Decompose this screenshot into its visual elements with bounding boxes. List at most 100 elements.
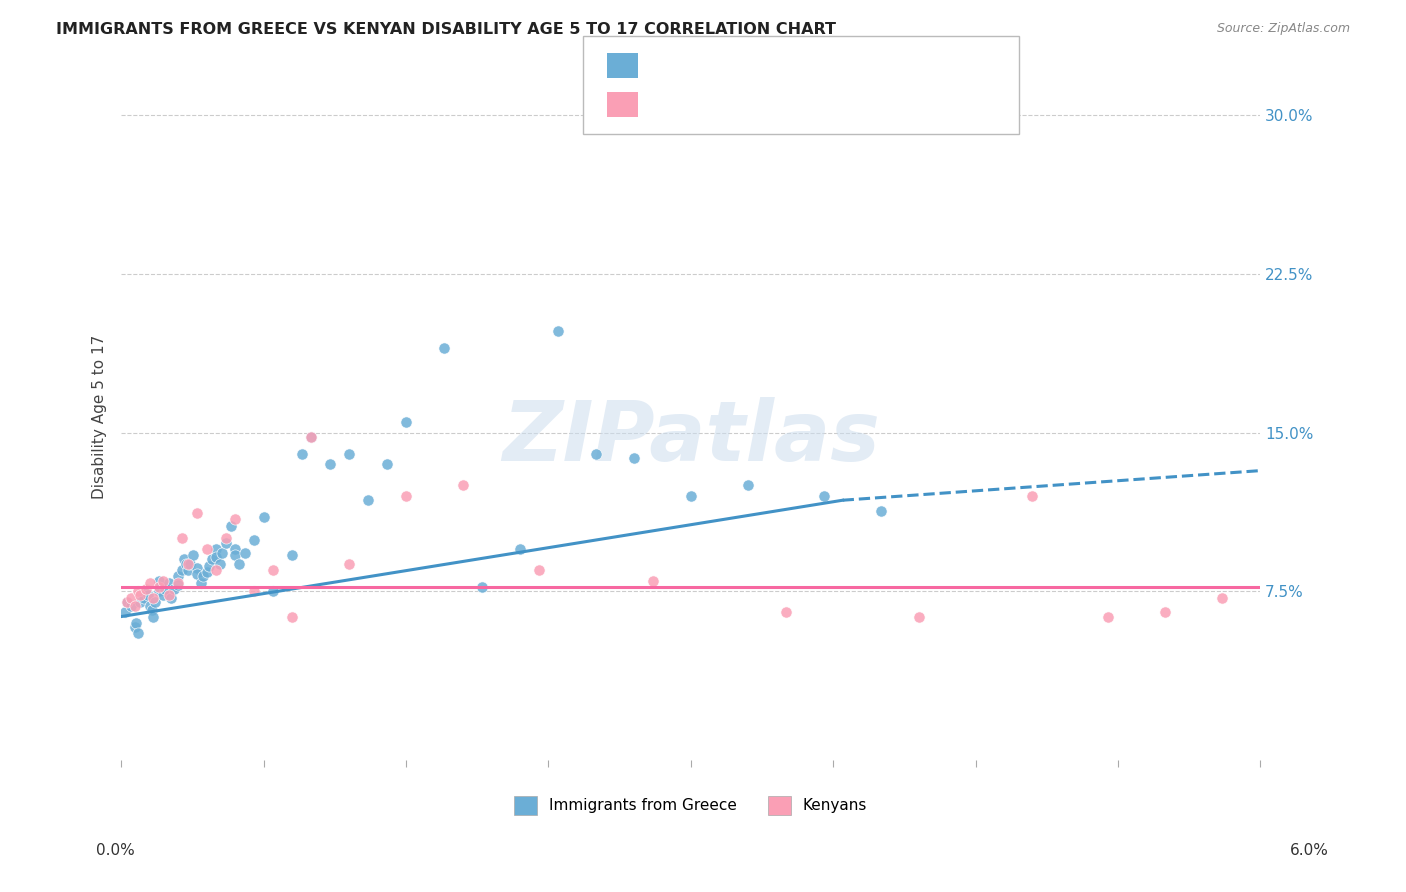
Point [170, 563, 193, 577]
Point [214, 531, 236, 545]
Text: R = 0.001   N = 34: R = 0.001 N = 34 [647, 95, 804, 113]
Text: IMMIGRANTS FROM GREECE VS KENYAN DISABILITY AGE 5 TO 17 CORRELATION CHART: IMMIGRANTS FROM GREECE VS KENYAN DISABIL… [56, 22, 837, 37]
Point [129, 588, 152, 602]
Point [775, 605, 797, 619]
Point [173, 552, 195, 566]
Point [1154, 605, 1177, 619]
Point [136, 588, 159, 602]
Point [1211, 591, 1233, 605]
Point [471, 580, 494, 594]
Text: 6.0%: 6.0% [1289, 843, 1329, 858]
Point [319, 457, 342, 471]
Point [195, 541, 218, 556]
Point [224, 512, 246, 526]
Point [1021, 489, 1043, 503]
Point [208, 557, 231, 571]
Point [337, 557, 360, 571]
Point [176, 563, 198, 577]
Point [527, 563, 550, 577]
Point [115, 595, 138, 609]
Point [201, 552, 224, 566]
Point [224, 548, 246, 562]
Point [205, 541, 228, 556]
Point [153, 582, 176, 596]
Point [433, 341, 456, 355]
Point [197, 558, 219, 573]
Point [395, 489, 418, 503]
Point [869, 504, 891, 518]
Point [124, 620, 146, 634]
Point [152, 574, 174, 588]
Point [125, 615, 148, 630]
Point [157, 575, 180, 590]
Point [114, 605, 136, 619]
Text: 0.0%: 0.0% [96, 843, 135, 858]
Point [221, 518, 243, 533]
Point [148, 584, 170, 599]
Point [115, 595, 138, 609]
Point [585, 447, 607, 461]
Point [186, 561, 208, 575]
Point [132, 591, 155, 605]
Point [138, 575, 160, 590]
Point [157, 588, 180, 602]
Point [211, 546, 233, 560]
Point [163, 582, 186, 596]
Point [290, 447, 312, 461]
Point [176, 557, 198, 571]
Point [148, 574, 170, 588]
Point [152, 588, 174, 602]
Point [299, 430, 322, 444]
Point [262, 563, 284, 577]
Point [191, 569, 214, 583]
Point [281, 548, 304, 562]
Point [183, 548, 205, 562]
Point [142, 609, 165, 624]
Point [127, 584, 149, 599]
Point [167, 575, 190, 590]
Point [190, 575, 212, 590]
Point [813, 489, 835, 503]
Point [1097, 609, 1119, 624]
Point [205, 563, 228, 577]
Point [357, 493, 380, 508]
Point [252, 510, 274, 524]
Point [233, 546, 256, 560]
Point [243, 533, 266, 548]
Point [623, 450, 645, 465]
Point [262, 584, 284, 599]
Point [375, 457, 398, 471]
Point [228, 557, 250, 571]
Point [641, 574, 664, 588]
Y-axis label: Disability Age 5 to 17: Disability Age 5 to 17 [93, 334, 107, 499]
Point [243, 584, 266, 599]
Point [737, 478, 759, 492]
Point [679, 489, 702, 503]
Point [120, 599, 142, 613]
Point [138, 599, 160, 613]
Point [167, 569, 190, 583]
Point [337, 447, 360, 461]
Point [127, 626, 149, 640]
Point [224, 541, 246, 556]
Point [195, 565, 218, 579]
Point [167, 578, 190, 592]
Point [395, 415, 418, 429]
Point [299, 430, 322, 444]
Point [179, 557, 201, 571]
Point [451, 478, 474, 492]
Point [547, 324, 569, 338]
Point [159, 591, 181, 605]
Text: Source: ZipAtlas.com: Source: ZipAtlas.com [1216, 22, 1350, 36]
Point [141, 603, 163, 617]
Point [135, 584, 157, 599]
Point [205, 550, 228, 565]
Text: R = 0.298   N = 67: R = 0.298 N = 67 [647, 56, 804, 74]
Text: ZIPatlas: ZIPatlas [502, 397, 880, 478]
Point [120, 591, 142, 605]
Point [281, 609, 304, 624]
Point [142, 591, 165, 605]
Point [148, 580, 170, 594]
Point [129, 595, 152, 609]
Point [135, 582, 157, 596]
